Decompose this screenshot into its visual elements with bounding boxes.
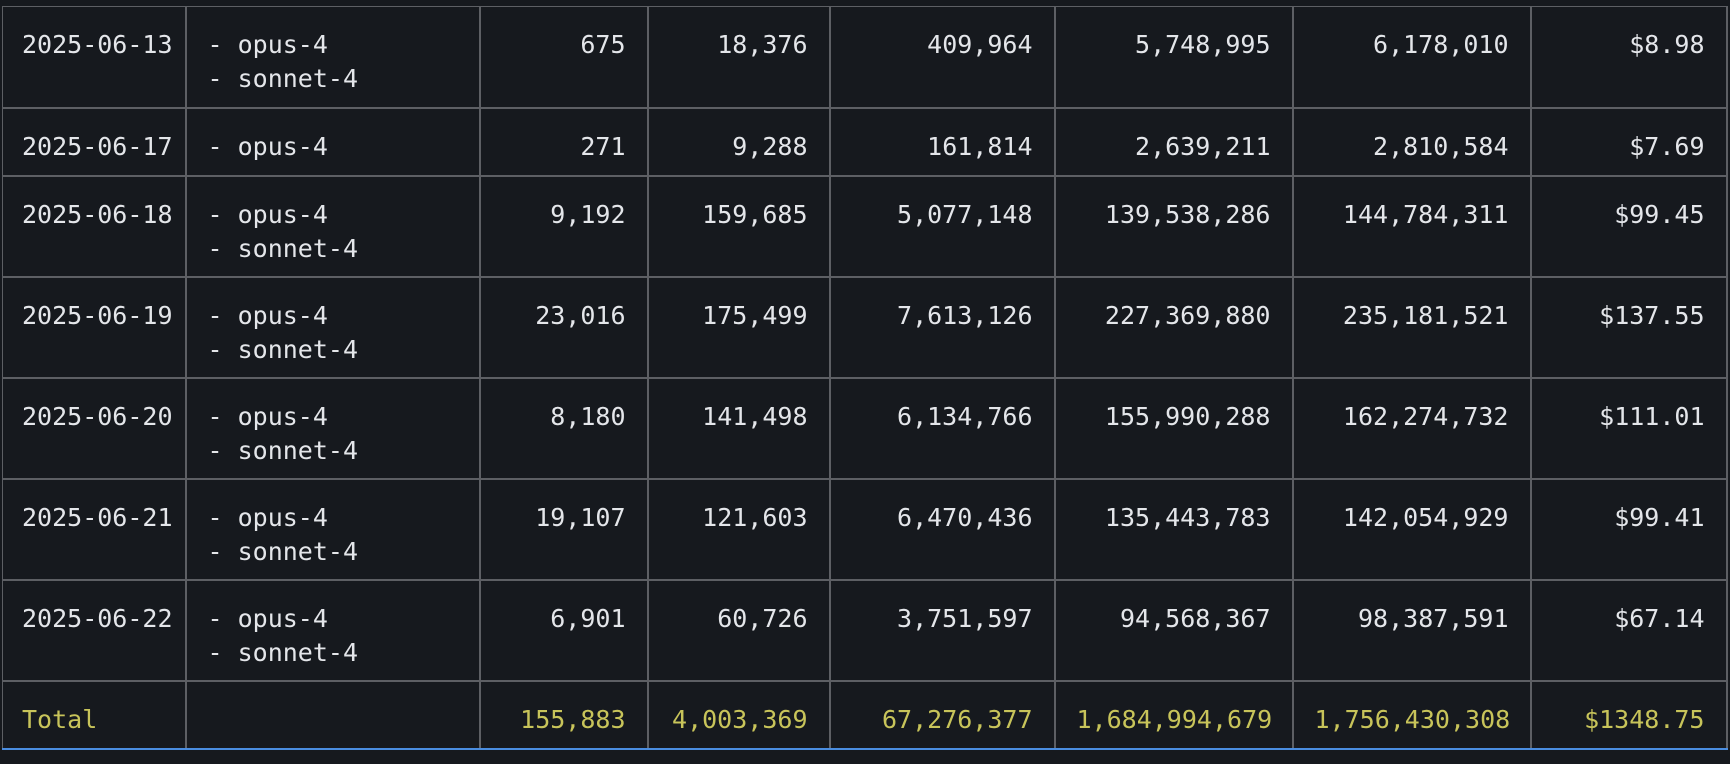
model-name: - opus-4 (207, 131, 328, 161)
cost-cell: $99.45 (1530, 175, 1728, 278)
cost-cell: $137.55 (1530, 276, 1728, 379)
usage-report-table: 2025-06-13 - opus-4 - sonnet-4 675 18,376 409… (2, 6, 1728, 750)
cache-create-tokens-cell: 3,751,597 (829, 579, 1056, 682)
models-cell: - opus-4 - sonnet-4 (185, 175, 481, 278)
cache-create-tokens-cell: 409,964 (829, 6, 1056, 109)
model-name: - sonnet-4 (207, 64, 359, 93)
output-tokens-cell: 18,376 (647, 6, 831, 109)
table-row: 2025-06-21 - opus-4 - sonnet-4 19,107 121,60… (2, 478, 1728, 581)
model-name: - opus-4 (207, 502, 328, 532)
models-cell: - opus-4 - sonnet-4 (185, 276, 481, 379)
input-tokens-cell: 675 (479, 6, 649, 109)
total-cache-read-tokens: 1,684,994,679 (1054, 680, 1294, 750)
total-total-tokens: 1,756,430,308 (1292, 680, 1532, 750)
date-cell: 2025-06-22 (2, 579, 187, 682)
total-tokens-cell: 2,810,584 (1292, 107, 1532, 177)
input-tokens-cell: 8,180 (479, 377, 649, 480)
output-tokens-cell: 159,685 (647, 175, 831, 278)
model-name: - opus-4 (207, 199, 328, 229)
models-cell: - opus-4 - sonnet-4 (185, 579, 481, 682)
date-cell: 2025-06-13 (2, 6, 187, 109)
cache-read-tokens-cell: 155,990,288 (1054, 377, 1294, 480)
model-name: - opus-4 (207, 300, 328, 330)
cost-cell: $99.41 (1530, 478, 1728, 581)
cache-create-tokens-cell: 6,470,436 (829, 478, 1056, 581)
table-row: 2025-06-19 - opus-4 - sonnet-4 23,016 175,49… (2, 276, 1728, 379)
table-row: 2025-06-18 - opus-4 - sonnet-4 9,192 159,685… (2, 175, 1728, 278)
total-cache-create-tokens: 67,276,377 (829, 680, 1056, 750)
date-cell: 2025-06-18 (2, 175, 187, 278)
output-tokens-cell: 9,288 (647, 107, 831, 177)
total-tokens-cell: 6,178,010 (1292, 6, 1532, 109)
model-name: - opus-4 (207, 401, 328, 431)
model-name: - sonnet-4 (207, 233, 359, 263)
cache-read-tokens-cell: 2,639,211 (1054, 107, 1294, 177)
table-row: 2025-06-22 - opus-4 - sonnet-4 6,901 60,726 3… (2, 579, 1728, 682)
cost-cell: $67.14 (1530, 579, 1728, 682)
cache-read-tokens-cell: 94,568,367 (1054, 579, 1294, 682)
cache-create-tokens-cell: 5,077,148 (829, 175, 1056, 278)
output-tokens-cell: 121,603 (647, 478, 831, 581)
models-cell: - opus-4 - sonnet-4 (185, 377, 481, 480)
total-tokens-cell: 144,784,311 (1292, 175, 1532, 278)
models-cell: - opus-4 (185, 107, 481, 177)
output-tokens-cell: 60,726 (647, 579, 831, 682)
date-cell: 2025-06-21 (2, 478, 187, 581)
date-cell: 2025-06-17 (2, 107, 187, 177)
cache-read-tokens-cell: 227,369,880 (1054, 276, 1294, 379)
input-tokens-cell: 271 (479, 107, 649, 177)
total-tokens-cell: 142,054,929 (1292, 478, 1532, 581)
input-tokens-cell: 9,192 (479, 175, 649, 278)
cache-read-tokens-cell: 135,443,783 (1054, 478, 1294, 581)
table-row: 2025-06-13 - opus-4 - sonnet-4 675 18,376 409… (2, 6, 1728, 109)
output-tokens-cell: 175,499 (647, 276, 831, 379)
total-label: Total (2, 680, 187, 750)
cache-read-tokens-cell: 5,748,995 (1054, 6, 1294, 109)
total-output-tokens: 4,003,369 (647, 680, 831, 750)
model-name: - sonnet-4 (207, 334, 359, 364)
total-tokens-cell: 235,181,521 (1292, 276, 1532, 379)
models-cell: - opus-4 - sonnet-4 (185, 478, 481, 581)
total-models-cell (185, 680, 481, 750)
model-name: - sonnet-4 (207, 536, 359, 566)
table-row: 2025-06-17 - opus-4 271 9,288 161,814 2,639,2… (2, 107, 1728, 177)
output-tokens-cell: 141,498 (647, 377, 831, 480)
total-tokens-cell: 98,387,591 (1292, 579, 1532, 682)
date-cell: 2025-06-20 (2, 377, 187, 480)
model-name: - opus-4 (207, 30, 328, 59)
total-tokens-cell: 162,274,732 (1292, 377, 1532, 480)
date-cell: 2025-06-19 (2, 276, 187, 379)
cost-cell: $7.69 (1530, 107, 1728, 177)
total-row: Total 155,883 4,003,369 67,276,377 1,684… (2, 680, 1728, 750)
model-name: - sonnet-4 (207, 435, 359, 465)
cache-create-tokens-cell: 6,134,766 (829, 377, 1056, 480)
model-name: - sonnet-4 (207, 637, 359, 667)
models-cell: - opus-4 - sonnet-4 (185, 6, 481, 109)
cache-create-tokens-cell: 7,613,126 (829, 276, 1056, 379)
cache-read-tokens-cell: 139,538,286 (1054, 175, 1294, 278)
input-tokens-cell: 23,016 (479, 276, 649, 379)
model-name: - opus-4 (207, 603, 328, 633)
total-cost: $1348.75 (1530, 680, 1728, 750)
cost-cell: $8.98 (1530, 6, 1728, 109)
cost-cell: $111.01 (1530, 377, 1728, 480)
input-tokens-cell: 6,901 (479, 579, 649, 682)
input-tokens-cell: 19,107 (479, 478, 649, 581)
total-input-tokens: 155,883 (479, 680, 649, 750)
table-body: 2025-06-13 - opus-4 - sonnet-4 675 18,376 409… (2, 6, 1728, 750)
table-row: 2025-06-20 - opus-4 - sonnet-4 8,180 141,498… (2, 377, 1728, 480)
cache-create-tokens-cell: 161,814 (829, 107, 1056, 177)
